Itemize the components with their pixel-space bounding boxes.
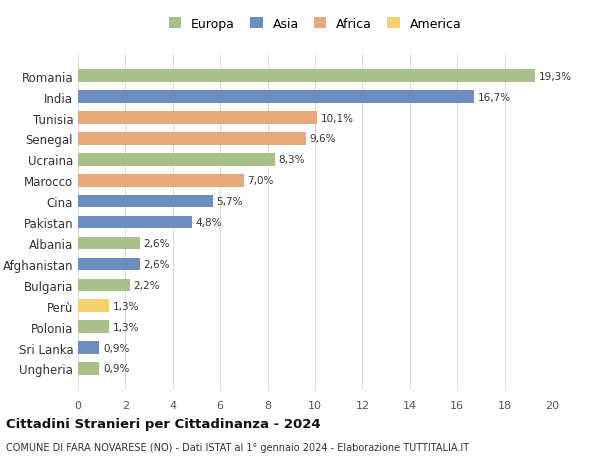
Text: 9,6%: 9,6%	[309, 134, 335, 144]
Bar	[78, 70, 535, 83]
Bar	[78, 258, 140, 271]
Text: 16,7%: 16,7%	[478, 92, 511, 102]
Bar	[78, 237, 140, 250]
Text: 1,3%: 1,3%	[112, 301, 139, 311]
Text: 10,1%: 10,1%	[321, 113, 354, 123]
Text: 2,6%: 2,6%	[143, 239, 170, 248]
Bar	[78, 196, 213, 208]
Bar	[78, 154, 275, 166]
Bar	[78, 321, 109, 333]
Text: 8,3%: 8,3%	[278, 155, 305, 165]
Text: 5,7%: 5,7%	[217, 197, 243, 207]
Bar	[78, 216, 192, 229]
Bar	[78, 341, 100, 354]
Text: 4,8%: 4,8%	[196, 218, 222, 228]
Bar	[78, 91, 474, 104]
Text: Cittadini Stranieri per Cittadinanza - 2024: Cittadini Stranieri per Cittadinanza - 2…	[6, 417, 320, 430]
Bar	[78, 300, 109, 312]
Bar	[78, 112, 317, 124]
Legend: Europa, Asia, Africa, America: Europa, Asia, Africa, America	[169, 18, 461, 31]
Bar	[78, 133, 305, 146]
Text: 19,3%: 19,3%	[539, 72, 572, 82]
Text: 0,9%: 0,9%	[103, 364, 129, 374]
Bar	[78, 363, 100, 375]
Text: COMUNE DI FARA NOVARESE (NO) - Dati ISTAT al 1° gennaio 2024 - Elaborazione TUTT: COMUNE DI FARA NOVARESE (NO) - Dati ISTA…	[6, 442, 469, 452]
Text: 7,0%: 7,0%	[247, 176, 274, 186]
Text: 2,2%: 2,2%	[134, 280, 160, 290]
Bar	[78, 279, 130, 291]
Text: 1,3%: 1,3%	[112, 322, 139, 332]
Bar	[78, 174, 244, 187]
Text: 2,6%: 2,6%	[143, 259, 170, 269]
Text: 0,9%: 0,9%	[103, 343, 129, 353]
